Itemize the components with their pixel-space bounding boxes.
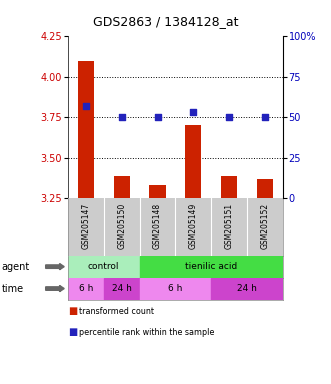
Bar bbox=[221, 176, 237, 198]
Text: GSM205152: GSM205152 bbox=[260, 203, 269, 249]
Bar bbox=[78, 61, 94, 198]
Bar bbox=[140, 278, 211, 300]
Point bbox=[262, 114, 268, 120]
Text: GSM205151: GSM205151 bbox=[225, 203, 234, 249]
Bar bbox=[257, 179, 273, 198]
Text: tienilic acid: tienilic acid bbox=[185, 262, 237, 271]
Text: 24 h: 24 h bbox=[112, 284, 132, 293]
Bar bbox=[114, 176, 130, 198]
Text: 6 h: 6 h bbox=[78, 284, 93, 293]
Bar bbox=[185, 125, 202, 198]
Point bbox=[226, 114, 232, 120]
Bar bbox=[104, 278, 140, 300]
Text: GSM205147: GSM205147 bbox=[81, 203, 90, 249]
Point bbox=[83, 103, 88, 109]
Text: 6 h: 6 h bbox=[168, 284, 183, 293]
Text: control: control bbox=[88, 262, 119, 271]
Text: ■: ■ bbox=[68, 306, 77, 316]
Text: ■: ■ bbox=[68, 327, 77, 337]
Point bbox=[191, 109, 196, 116]
Bar bbox=[68, 256, 140, 278]
Bar bbox=[140, 256, 283, 278]
Bar bbox=[149, 185, 166, 198]
Text: agent: agent bbox=[2, 262, 30, 271]
Text: time: time bbox=[2, 283, 24, 293]
Point bbox=[119, 114, 124, 120]
Bar bbox=[68, 278, 104, 300]
Point bbox=[155, 114, 160, 120]
Text: GSM205150: GSM205150 bbox=[117, 203, 126, 249]
Bar bbox=[211, 278, 283, 300]
Text: 24 h: 24 h bbox=[237, 284, 257, 293]
Text: GSM205149: GSM205149 bbox=[189, 203, 198, 249]
Text: percentile rank within the sample: percentile rank within the sample bbox=[79, 328, 215, 337]
Text: GSM205148: GSM205148 bbox=[153, 203, 162, 249]
Text: transformed count: transformed count bbox=[79, 306, 155, 316]
Text: GDS2863 / 1384128_at: GDS2863 / 1384128_at bbox=[93, 15, 238, 28]
